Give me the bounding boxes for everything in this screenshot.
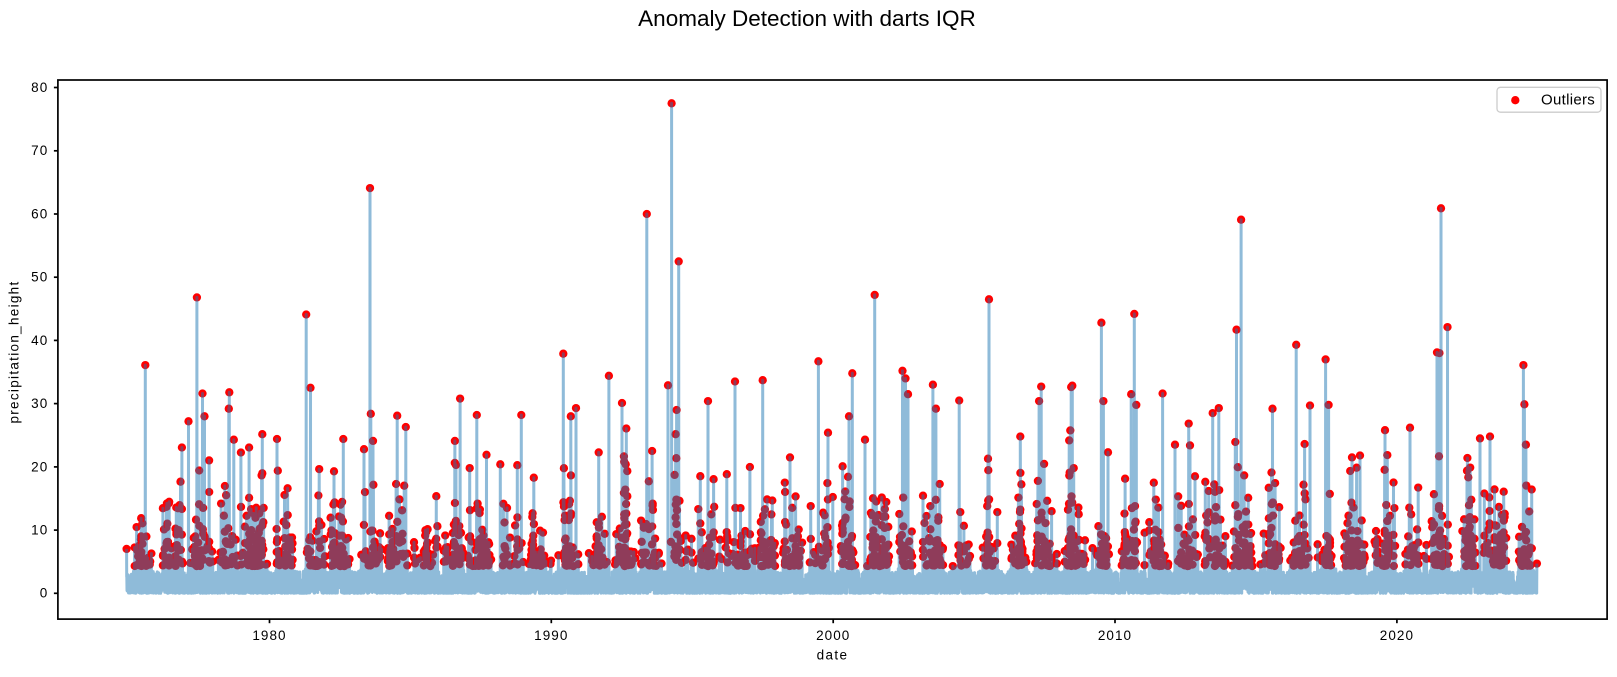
svg-text:Outliers: Outliers [1541, 92, 1595, 109]
svg-text:Anomaly Detection with darts I: Anomaly Detection with darts IQR [638, 6, 976, 31]
svg-text:60: 60 [31, 206, 48, 221]
svg-text:70: 70 [31, 143, 48, 158]
svg-text:20: 20 [31, 459, 48, 474]
svg-text:10: 10 [31, 523, 48, 538]
svg-text:1980: 1980 [252, 628, 286, 643]
svg-text:precipitation_height: precipitation_height [7, 280, 22, 423]
svg-text:2000: 2000 [816, 628, 850, 643]
svg-text:1990: 1990 [534, 628, 568, 643]
svg-text:40: 40 [31, 333, 48, 348]
svg-text:50: 50 [31, 270, 48, 285]
svg-text:30: 30 [31, 396, 48, 411]
svg-text:date: date [817, 648, 849, 663]
svg-text:2020: 2020 [1380, 628, 1414, 643]
svg-text:0: 0 [40, 586, 49, 601]
svg-text:2010: 2010 [1098, 628, 1132, 643]
svg-text:80: 80 [31, 80, 48, 95]
